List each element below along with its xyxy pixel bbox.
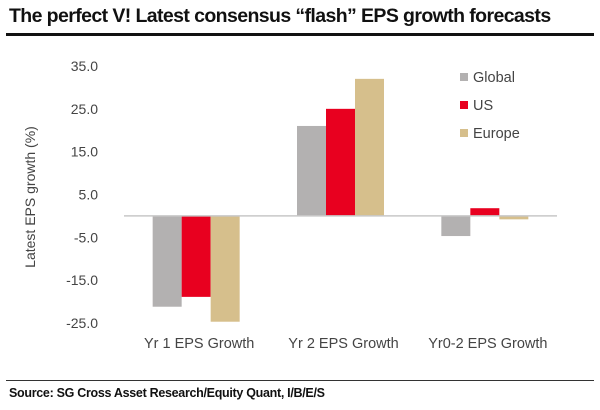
bar-us-3 [470,208,500,216]
legend-label-europe: Europe [473,126,520,142]
y-axis-title: Latest EPS growth (%) [22,126,38,268]
chart-canvas: Latest EPS growth (%) 35.0 25.0 15.0 5.0 -5.… [22,58,557,352]
y-tick-label: 25.0 [71,101,98,117]
y-tick-label: 35.0 [71,58,98,74]
bar-europe-1 [210,215,240,322]
legend: Global US Europe [460,70,520,142]
bar-global-3 [441,215,471,237]
category-labels: Yr 1 EPS Growth Yr 2 EPS Growth Yr0-2 EPS … [144,336,548,352]
y-tick-label: -15.0 [66,272,98,288]
bars [152,78,529,322]
legend-label-global: Global [473,70,515,86]
bar-europe-3 [499,215,529,220]
legend-swatch-global [460,73,468,81]
y-tick-label: 5.0 [79,187,99,203]
category-label: Yr 2 EPS Growth [288,336,398,352]
source-note: Source: SG Cross Asset Research/Equity Q… [9,386,325,400]
y-axis-title-group: Latest EPS growth (%) [22,126,38,268]
category-label: Yr0-2 EPS Growth [428,336,547,352]
category-label: Yr 1 EPS Growth [144,336,254,352]
bar-us-2 [326,108,355,216]
legend-label-us: US [473,98,493,114]
y-tick-label: 15.0 [71,144,98,160]
bar-global-2 [297,125,326,216]
legend-swatch-europe [460,129,468,137]
legend-swatch-us [460,101,468,109]
source-divider [6,380,594,381]
bar-global-1 [152,215,182,307]
y-tick-label: -5.0 [74,229,98,245]
bar-us-1 [181,215,211,297]
chart-title: The perfect V! Latest consensus “flash” … [9,5,551,27]
y-axis-ticks: 35.0 25.0 15.0 5.0 -5.0 -15.0 -25.0 [66,58,98,331]
title-divider [6,33,594,36]
bar-europe-2 [355,78,384,216]
y-tick-label: -25.0 [66,315,98,331]
